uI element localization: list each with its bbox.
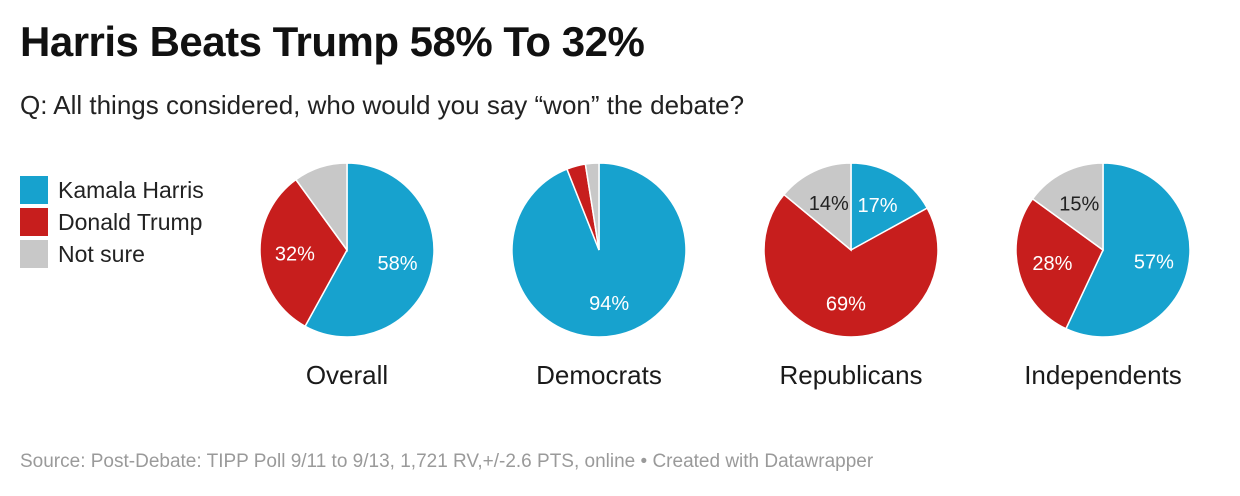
slice-trump [1015, 197, 1104, 330]
pie-republicans: 17% 69% 14% Republicans [763, 162, 939, 390]
pie-charts: 58% 32% Overall 94% Democrats 17% 69% 14% Republ… [259, 162, 1191, 390]
legend-item-not-sure: Not sure [20, 238, 204, 270]
slice-not-sure [1031, 162, 1104, 252]
category-label: Overall [306, 360, 388, 390]
slice-not-sure [294, 162, 348, 253]
slice-not-sure [782, 162, 852, 252]
pie-overall: 58% 32% Overall [259, 162, 435, 390]
slice-harris [1064, 162, 1191, 338]
value-label-harris: 94% [589, 293, 629, 315]
legend-label-trump: Donald Trump [58, 208, 203, 235]
slice-not-sure [584, 162, 600, 251]
legend-swatch-trump [20, 208, 48, 236]
value-label-not-sure: 15% [1059, 193, 1099, 215]
value-label-harris: 57% [1134, 251, 1174, 273]
chart-subtitle: Q: All things considered, who would you … [20, 90, 745, 120]
legend-item-trump: Donald Trump [20, 206, 204, 238]
legend-swatch-harris [20, 176, 48, 204]
pie-democrats: 94% Democrats [511, 162, 687, 390]
value-label-harris: 58% [378, 253, 418, 275]
slice-harris [850, 162, 929, 252]
value-label-trump: 28% [1032, 253, 1072, 275]
source-note: Source: Post-Debate: TIPP Poll 9/11 to 9… [20, 451, 874, 472]
value-label-trump: 69% [826, 294, 866, 316]
legend-item-harris: Kamala Harris [20, 174, 204, 206]
value-label-trump: 32% [275, 243, 315, 265]
pie-independents: 57% 28% 15% Independents [1015, 162, 1191, 390]
slice-harris [304, 162, 435, 338]
legend-label-harris: Kamala Harris [58, 176, 204, 203]
value-label-not-sure: 14% [809, 193, 849, 215]
category-label: Republicans [779, 360, 922, 390]
legend-label-not-sure: Not sure [58, 240, 145, 267]
slice-trump [763, 193, 939, 338]
legend-swatch-not-sure [20, 240, 48, 268]
category-label: Democrats [536, 360, 662, 390]
category-label: Independents [1024, 360, 1182, 390]
legend: Kamala Harris Donald Trump Not sure [20, 174, 204, 270]
slice-trump [259, 178, 348, 328]
chart-title: Harris Beats Trump 58% To 32% [20, 18, 645, 65]
value-label-harris: 17% [858, 195, 898, 217]
